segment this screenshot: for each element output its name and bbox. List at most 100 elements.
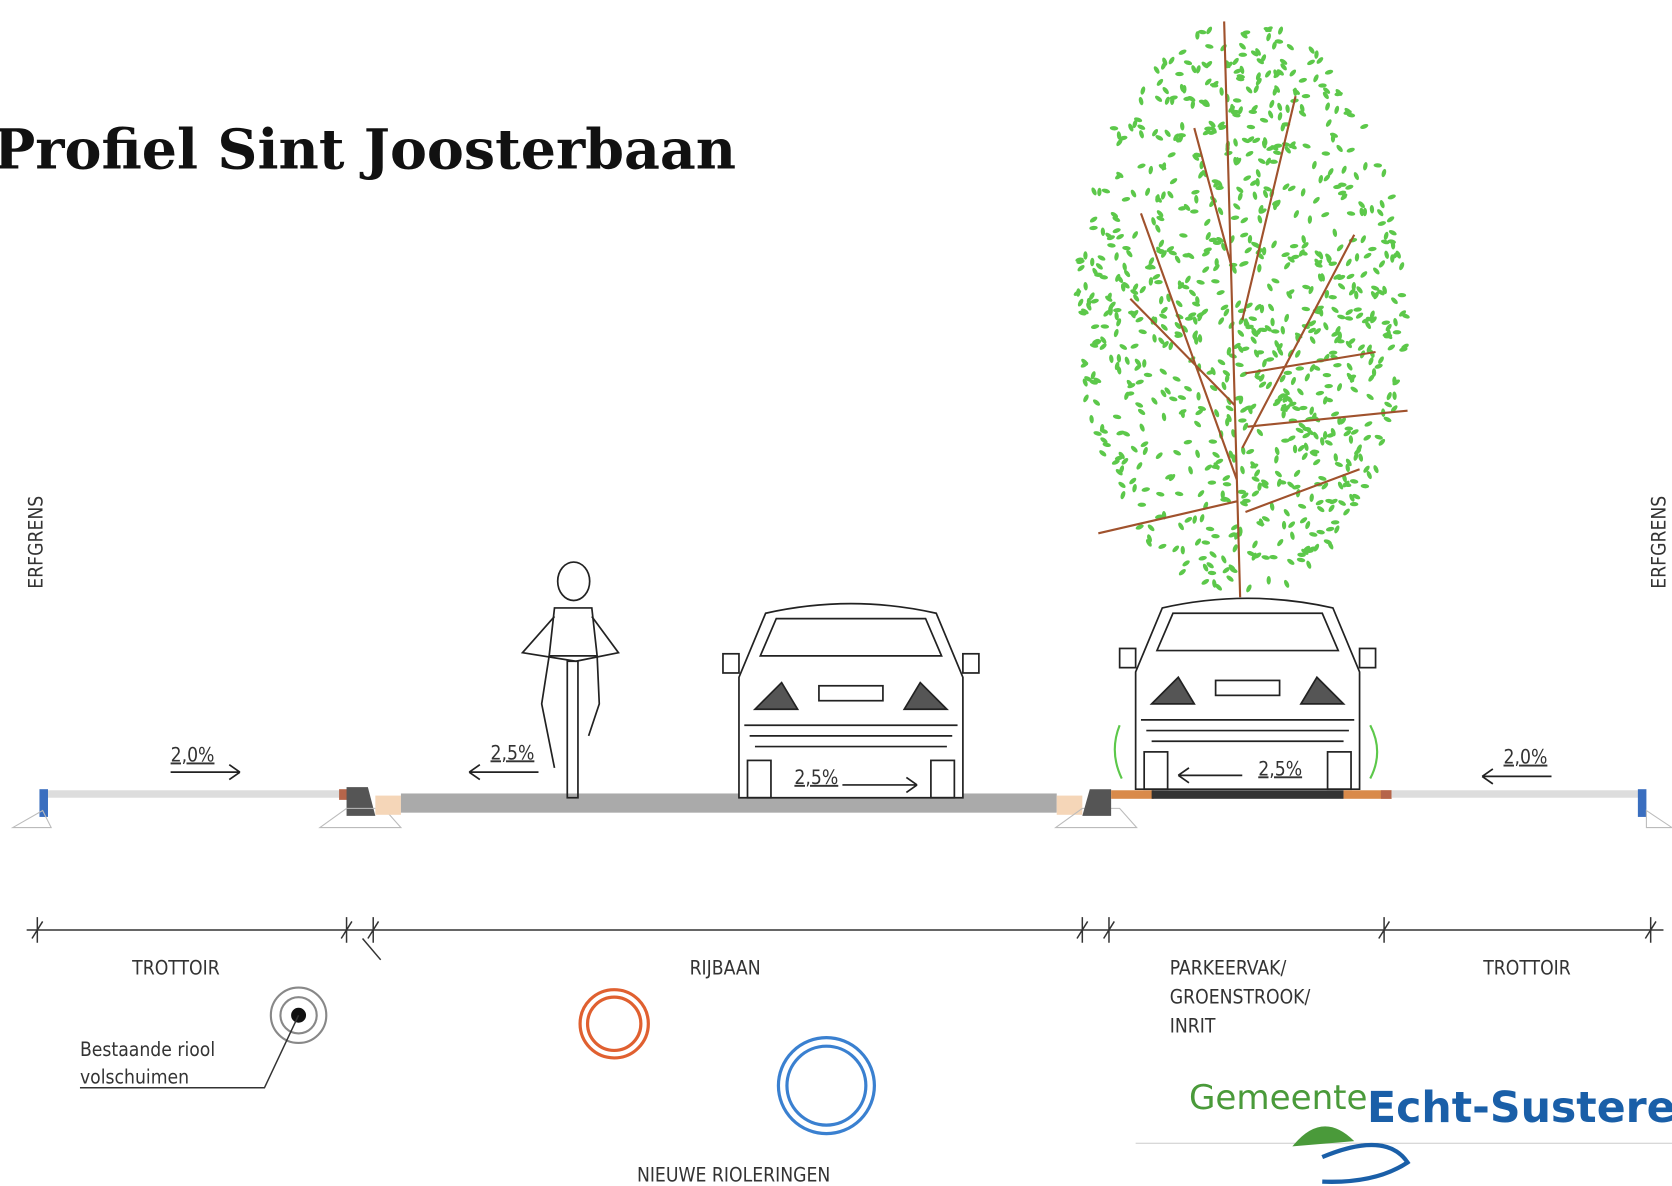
leaf — [1238, 418, 1247, 423]
leaf — [1362, 434, 1372, 442]
leaf — [1139, 423, 1146, 433]
leaf — [1271, 277, 1281, 284]
leaf — [1346, 362, 1354, 371]
leaf — [1306, 59, 1316, 67]
leaf — [1150, 396, 1159, 405]
leaf — [1297, 503, 1306, 510]
leaf — [1312, 458, 1321, 467]
leaf — [1354, 253, 1359, 262]
leaf — [1169, 177, 1178, 185]
leaf — [1255, 169, 1262, 178]
segment-label: PARKEERVAK/ — [1170, 957, 1287, 980]
leaf — [1138, 285, 1147, 294]
leaf — [1304, 373, 1311, 383]
leaf — [1312, 74, 1320, 84]
leaf — [1316, 529, 1325, 535]
leaf — [1116, 354, 1121, 363]
leaf — [1357, 343, 1366, 352]
mirror — [1120, 648, 1136, 667]
leaf — [1159, 367, 1168, 376]
leaf — [1142, 359, 1147, 368]
leaf — [1092, 398, 1101, 407]
leaf — [1239, 465, 1245, 474]
leaf — [1311, 160, 1317, 169]
leaf — [1300, 188, 1306, 197]
leaf — [1097, 254, 1107, 262]
leaf — [1154, 224, 1161, 234]
leaf — [1282, 521, 1287, 530]
leaf — [1148, 166, 1154, 175]
logo-name: Echt-Susteren — [1367, 1083, 1672, 1133]
leaf — [1324, 439, 1334, 447]
leaf — [1383, 231, 1389, 240]
leaf — [1161, 412, 1167, 421]
leaf — [1360, 123, 1369, 130]
leaf — [1368, 246, 1377, 251]
leaf — [1268, 99, 1275, 108]
leaf — [1211, 279, 1220, 284]
leaf — [1138, 329, 1147, 335]
leaf — [1177, 522, 1185, 531]
car — [1120, 598, 1376, 789]
slope-arrow — [1482, 769, 1551, 784]
leaf — [1154, 94, 1163, 103]
leaf — [1269, 555, 1278, 560]
leaf — [1216, 289, 1225, 296]
new-sewers — [580, 990, 874, 1134]
leaf — [1098, 449, 1107, 458]
leaf — [1274, 446, 1280, 455]
leaf — [1283, 579, 1290, 589]
leaf — [1383, 416, 1393, 424]
leaf — [1325, 118, 1333, 127]
leaf — [1239, 370, 1249, 378]
leaf — [1335, 144, 1344, 153]
leaf — [1393, 330, 1402, 334]
leaf — [1333, 453, 1338, 462]
leaf — [1257, 215, 1263, 224]
leaf — [1333, 363, 1342, 368]
leaf — [1076, 264, 1085, 273]
leaf — [1238, 42, 1247, 51]
leaf — [1101, 188, 1110, 194]
leaf — [1135, 379, 1144, 386]
leaf — [1336, 243, 1345, 252]
slope-label: 2,5% — [491, 741, 535, 764]
leaf — [1157, 239, 1165, 249]
leaf — [1324, 102, 1331, 111]
leaf — [1337, 282, 1346, 291]
leaf — [1309, 531, 1318, 537]
title: Profiel Sint Joosterbaan — [0, 118, 736, 183]
leaf — [1266, 283, 1274, 293]
leaf — [1197, 489, 1206, 498]
leaf — [1302, 143, 1311, 150]
slope-label: 2,0% — [171, 743, 215, 766]
leaf — [1222, 474, 1231, 482]
leaf — [1376, 208, 1385, 217]
leaf — [1194, 195, 1199, 204]
leaf — [1125, 249, 1134, 258]
street-profile: Profiel Sint Joosterbaan ERFGRENS ERFGRE… — [0, 0, 1672, 1186]
leaf — [1167, 56, 1175, 65]
leaf — [1089, 225, 1098, 230]
leaf — [1130, 445, 1139, 454]
leaf — [1155, 451, 1164, 460]
leaf — [1364, 420, 1374, 428]
leaf — [1194, 449, 1200, 458]
leaf — [1264, 69, 1272, 78]
leaf — [1327, 504, 1335, 513]
leaf — [1372, 464, 1379, 474]
leaf — [1233, 138, 1239, 147]
leaf — [1208, 480, 1217, 485]
leaf — [1326, 526, 1335, 532]
leaf — [1158, 543, 1168, 550]
leaf — [1138, 96, 1144, 105]
leaf — [1349, 435, 1354, 444]
leaf — [1280, 326, 1285, 335]
leaf — [1350, 502, 1359, 506]
leaf — [1235, 185, 1244, 194]
leaf — [1288, 68, 1297, 77]
leaf — [1293, 445, 1298, 454]
leaf — [1340, 165, 1347, 175]
leaf — [1289, 531, 1295, 540]
leaf — [1384, 250, 1390, 259]
